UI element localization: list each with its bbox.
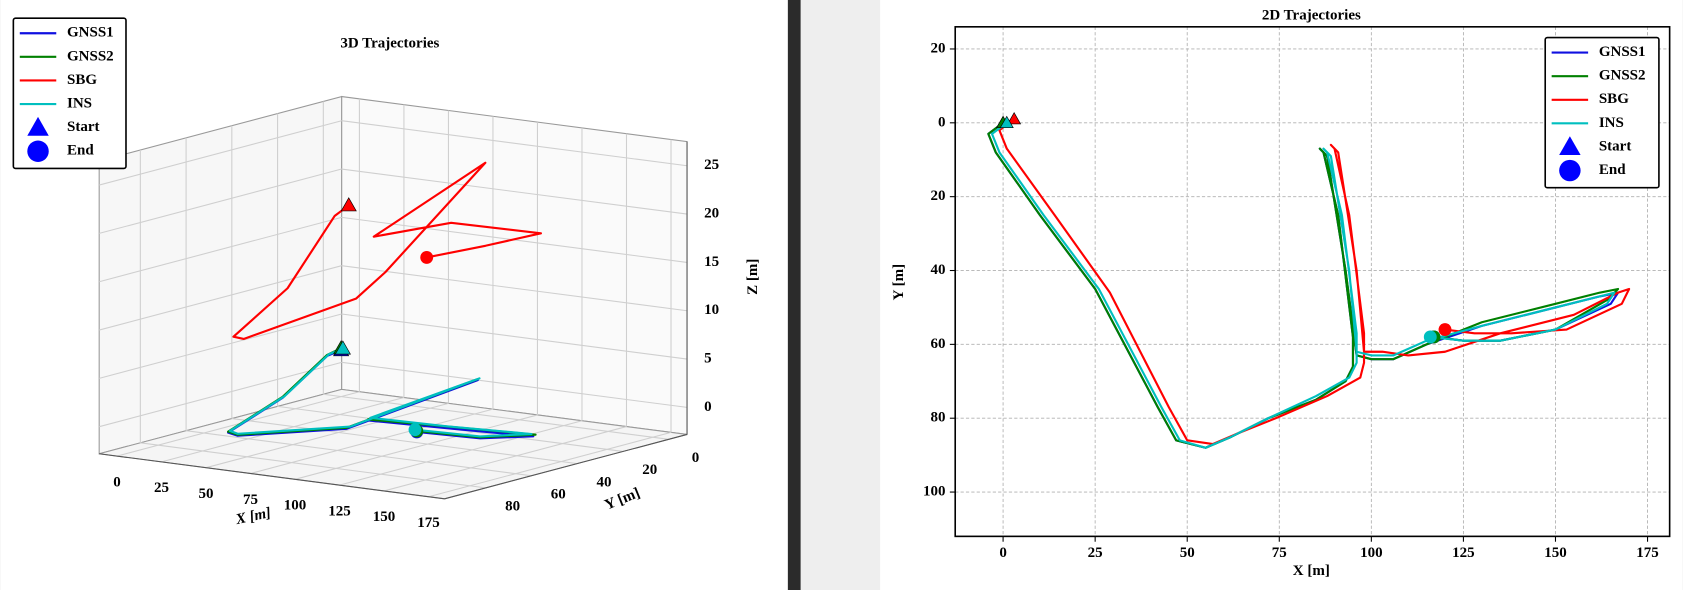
- trajectory: [990, 121, 1616, 449]
- axis-line: [99, 453, 445, 500]
- grid-line: [99, 216, 342, 283]
- gap: [800, 0, 881, 590]
- z-tick-label: 10: [704, 302, 719, 318]
- x-tick-label: 0: [113, 474, 121, 490]
- x-tick-label: 50: [1180, 545, 1195, 561]
- x-tick-label: 25: [1088, 545, 1103, 561]
- grid-line: [99, 313, 342, 379]
- y-tick-label: 80: [505, 499, 520, 515]
- y-tick-label: 60: [931, 336, 946, 352]
- grid-line: [99, 120, 342, 186]
- end-marker: [1423, 330, 1437, 344]
- x-tick-label: 100: [284, 498, 307, 514]
- legend-label: End: [67, 143, 94, 159]
- grid-line: [99, 168, 342, 234]
- legend-marker: [27, 116, 49, 136]
- end-marker: [420, 250, 434, 264]
- legend-label: SBG: [67, 72, 97, 88]
- legend-label: Start: [67, 119, 100, 135]
- y-tick-label: 20: [931, 40, 946, 56]
- chart-title: 3D Trajectories: [340, 35, 439, 51]
- end-marker: [408, 423, 422, 437]
- trajectory: [998, 118, 1631, 446]
- y-tick-label: 100: [923, 483, 946, 499]
- plot-frame: [954, 26, 1671, 538]
- start-marker: [1007, 112, 1022, 125]
- x-tick-label: 125: [1452, 545, 1475, 561]
- end-marker: [1438, 323, 1452, 337]
- start-marker: [340, 197, 357, 212]
- x-axis-label: X [m]: [234, 505, 273, 528]
- y-tick-label: 0: [938, 114, 946, 130]
- grid-line: [231, 418, 578, 465]
- grid-line: [99, 361, 342, 428]
- trajectory: [987, 121, 1620, 449]
- x-tick-label: 25: [154, 480, 169, 496]
- y-tick-label: 40: [597, 474, 612, 490]
- x-tick-label: 100: [1360, 545, 1383, 561]
- start-marker: [334, 340, 351, 355]
- y-axis-label: Y [m]: [891, 264, 907, 301]
- grid-line: [341, 313, 688, 360]
- y-tick-label: 60: [551, 486, 566, 502]
- y-tick-label: 80: [931, 410, 946, 426]
- grid-line: [341, 120, 688, 167]
- x-tick-label: 175: [1636, 545, 1659, 561]
- grid-line: [341, 168, 688, 215]
- legend-label: INS: [1599, 115, 1624, 131]
- axis-line: [444, 433, 688, 500]
- start-marker: [999, 115, 1014, 128]
- x-tick-label: 75: [1272, 545, 1287, 561]
- x-tick-label: 150: [373, 509, 396, 525]
- legend-label: End: [1599, 162, 1626, 178]
- y-tick-label: 20: [642, 462, 657, 478]
- y-tick-label: 0: [692, 450, 700, 466]
- trajectory: [228, 347, 533, 438]
- legend-marker: [27, 140, 49, 162]
- x-tick-label: 125: [328, 503, 351, 519]
- legend-label: GNSS1: [67, 25, 114, 41]
- z-tick-label: 15: [704, 254, 719, 270]
- grid-line: [140, 442, 486, 489]
- legend-label: GNSS2: [1599, 68, 1646, 84]
- trajectory: [232, 161, 542, 341]
- legend-marker: [1559, 159, 1581, 182]
- x-tick-label: 0: [999, 545, 1007, 561]
- x-tick-label: 75: [243, 492, 258, 508]
- legend-label: INS: [67, 95, 92, 111]
- grid-line: [186, 430, 532, 477]
- grid-line: [323, 393, 669, 440]
- x-tick-label: 150: [1544, 545, 1567, 561]
- z-tick-label: 25: [704, 157, 719, 173]
- legend-label: GNSS1: [1599, 44, 1646, 60]
- x-tick-label: 50: [199, 486, 214, 502]
- z-axis-label: Z [m]: [745, 259, 761, 295]
- legend-label: GNSS2: [67, 48, 114, 64]
- z-tick-label: 0: [704, 399, 712, 415]
- x-axis-label: X [m]: [1293, 563, 1330, 579]
- grid-line: [99, 265, 342, 331]
- z-tick-label: 20: [704, 206, 719, 222]
- chart-title: 2D Trajectories: [1262, 8, 1361, 24]
- x-tick-label: 175: [417, 515, 440, 531]
- legend-label: Start: [1599, 138, 1632, 154]
- legend-label: SBG: [1599, 91, 1629, 107]
- grid-line: [341, 361, 688, 408]
- pane: [341, 95, 688, 436]
- grid-line: [341, 265, 688, 312]
- y-tick-label: 20: [931, 188, 946, 204]
- z-tick-label: 5: [704, 351, 712, 367]
- legend-marker: [1559, 136, 1581, 156]
- divider: [787, 0, 801, 590]
- y-tick-label: 40: [931, 262, 946, 278]
